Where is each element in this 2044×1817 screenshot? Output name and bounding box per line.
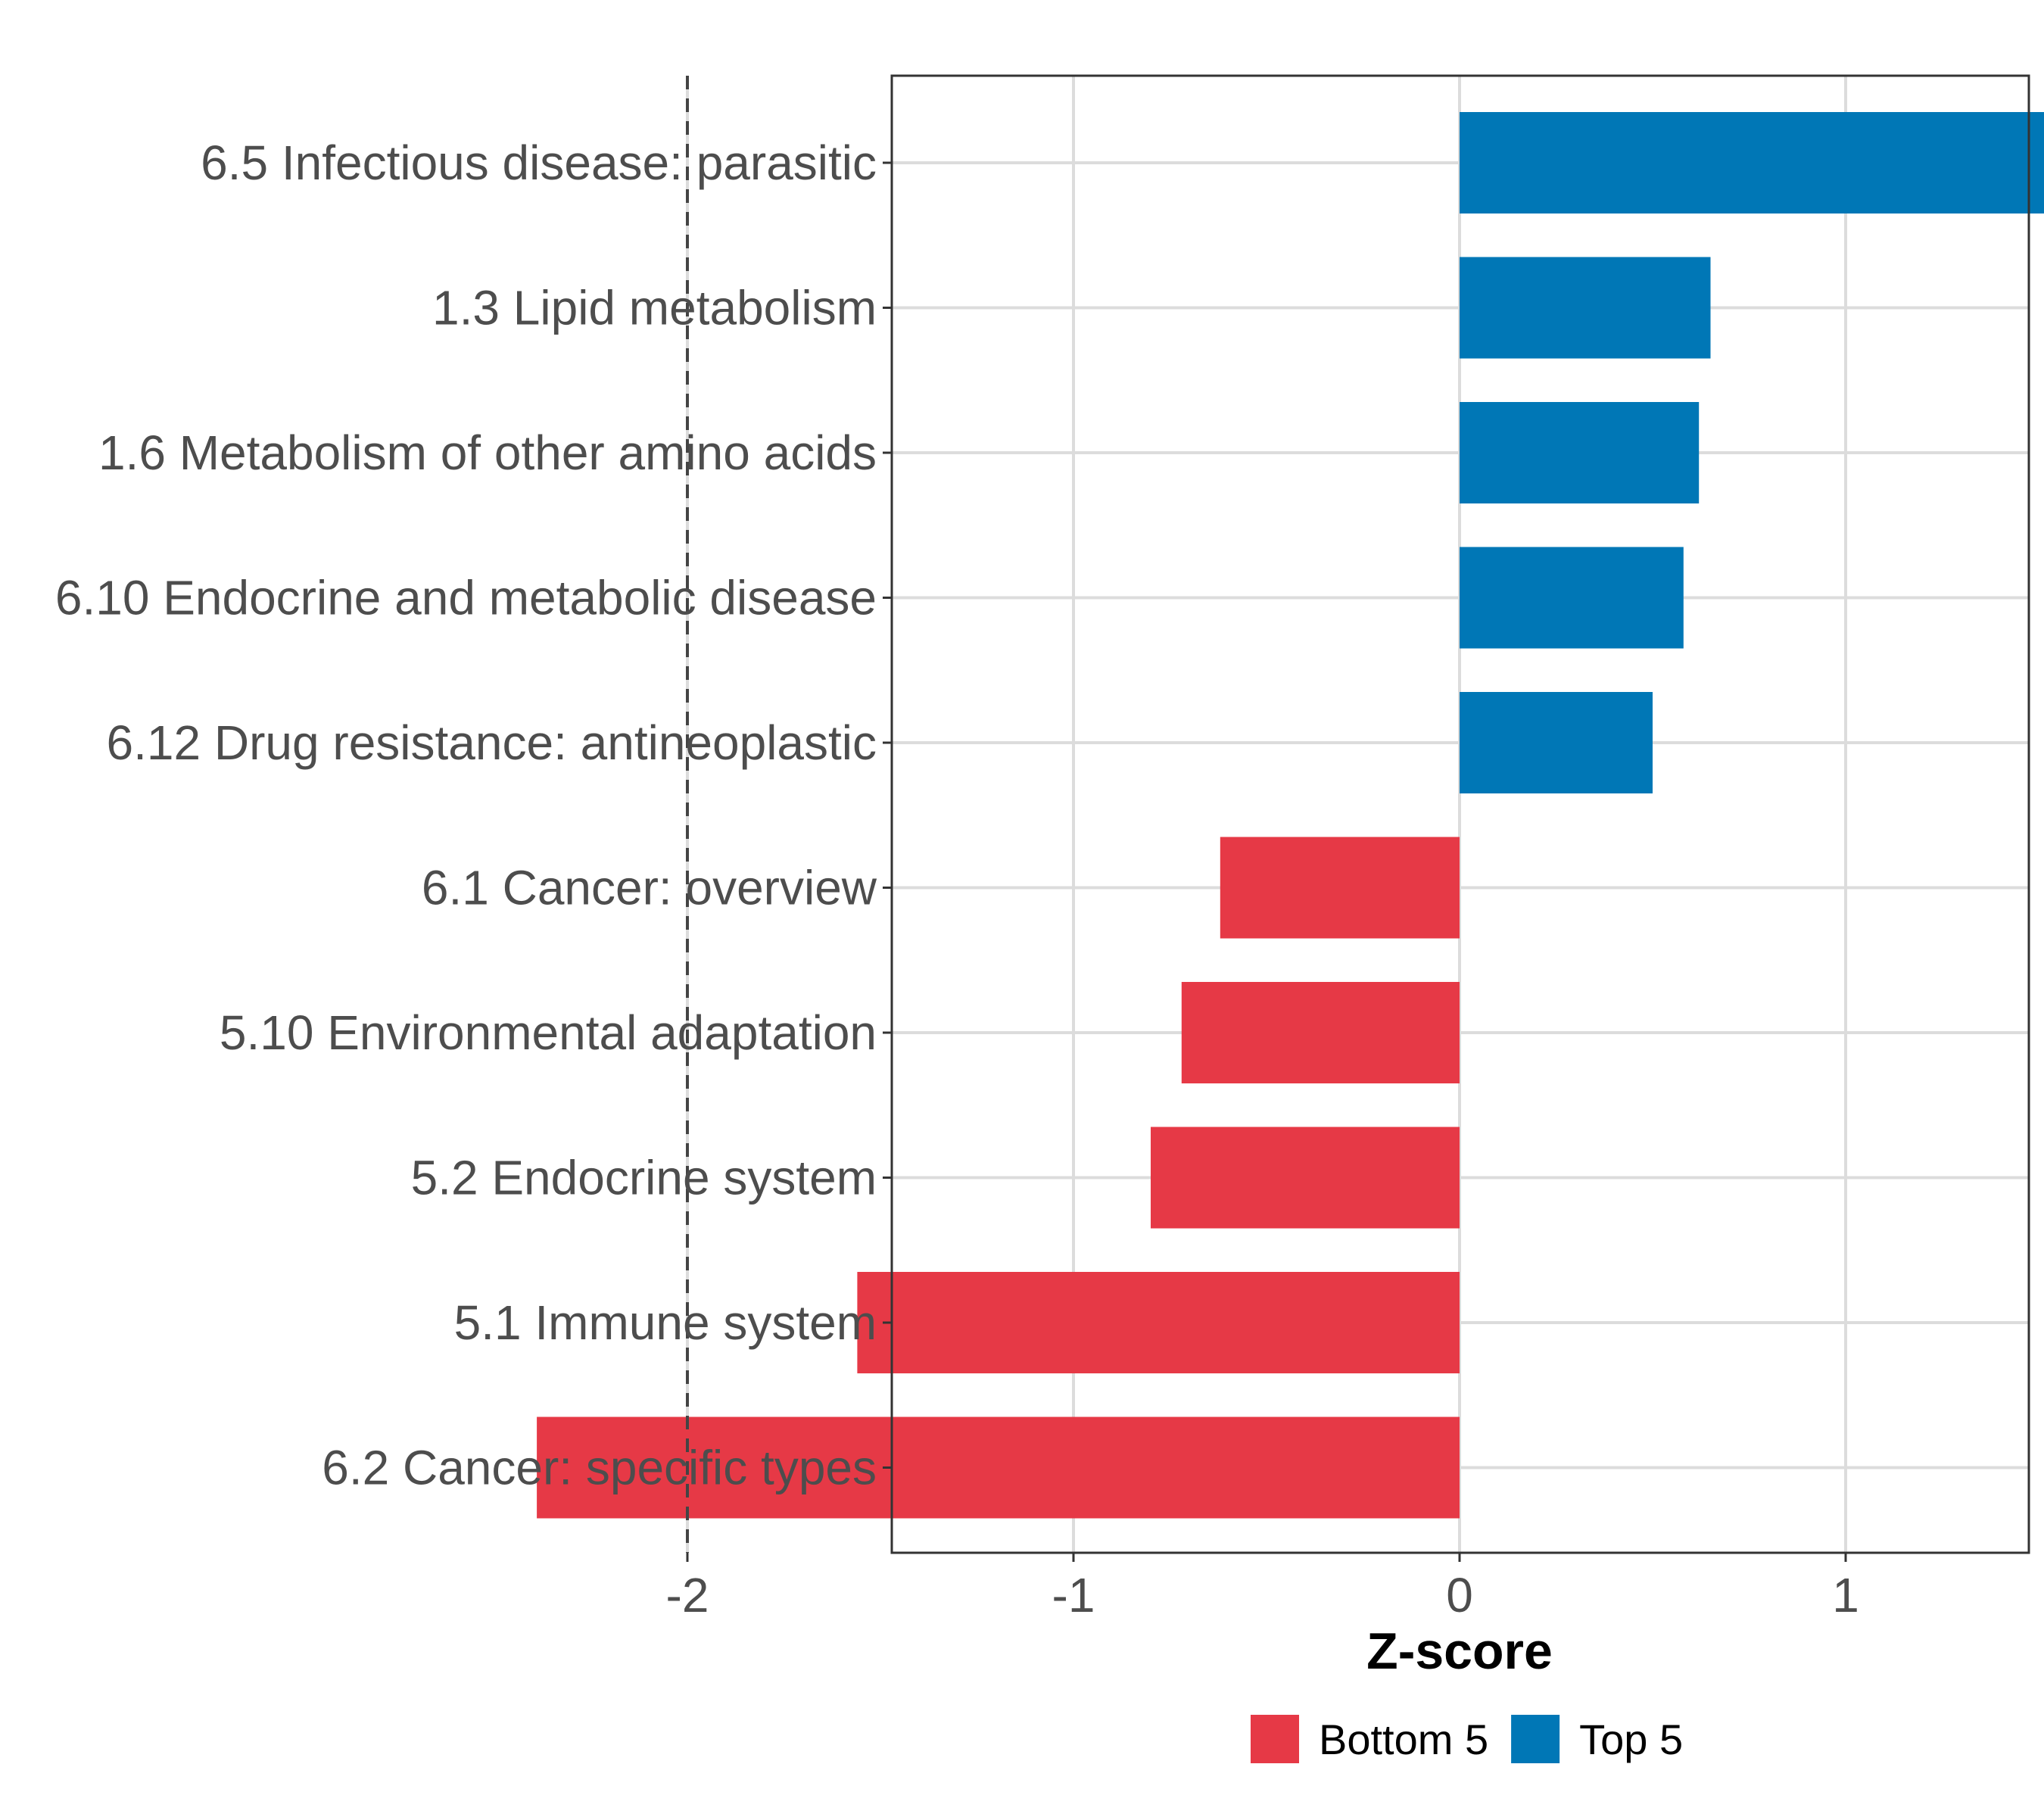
legend-swatch — [1511, 1715, 1560, 1763]
reference-lines — [686, 76, 689, 1553]
legend-label: Bottom 5 — [1319, 1716, 1488, 1763]
bar-1 — [1460, 112, 2044, 213]
bar-10 — [537, 1417, 1460, 1519]
bar-9 — [857, 1272, 1460, 1373]
bar-4 — [1460, 547, 1684, 649]
bar-8 — [1151, 1127, 1460, 1229]
legend: Bottom 5 Top 5 — [1251, 1715, 1683, 1763]
bar-3 — [1460, 402, 1700, 503]
y-tick-label: 6.5 Infectious disease: parasitic — [201, 136, 877, 190]
y-tick-label: 6.10 Endocrine and metabolic disease — [55, 571, 877, 625]
bar-2 — [1460, 257, 1711, 359]
y-tick-label: 1.3 Lipid metabolism — [432, 281, 877, 335]
y-tick-label: 5.1 Immune system — [454, 1295, 877, 1350]
y-tick-label: 1.6 Metabolism of other amino acids — [98, 425, 877, 480]
legend-label: Top 5 — [1579, 1716, 1683, 1763]
y-tick-label: 6.12 Drug resistance: antineoplastic — [107, 715, 877, 770]
bar-7 — [1181, 982, 1460, 1083]
bars — [537, 112, 2044, 1519]
x-axis-title: Z-score — [1366, 1622, 1553, 1680]
x-tick-label: 0 — [1446, 1568, 1473, 1622]
x-tick-label: -2 — [666, 1568, 709, 1622]
y-tick-label: 5.10 Environmental adaptation — [220, 1005, 877, 1060]
x-tick-label: 1 — [1832, 1568, 1859, 1622]
bar-5 — [1460, 692, 1653, 793]
y-tick-label: 6.2 Cancer: specific types — [322, 1441, 877, 1495]
bar-6 — [1220, 837, 1460, 939]
y-tick-label: 6.1 Cancer: overview — [422, 861, 877, 915]
y-tick-label: 5.2 Endocrine system — [411, 1151, 877, 1205]
x-axis-ticks: -2-1012 — [666, 1553, 1859, 1622]
legend-swatch — [1251, 1715, 1299, 1763]
y-axis-labels: 6.5 Infectious disease: parasitic 1.3 Lip… — [55, 136, 892, 1495]
x-tick-label: -1 — [1052, 1568, 1095, 1622]
